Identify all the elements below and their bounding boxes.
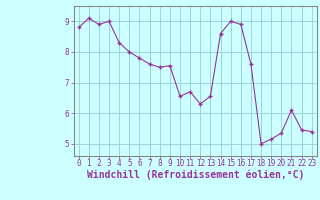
X-axis label: Windchill (Refroidissement éolien,°C): Windchill (Refroidissement éolien,°C) (86, 169, 304, 180)
